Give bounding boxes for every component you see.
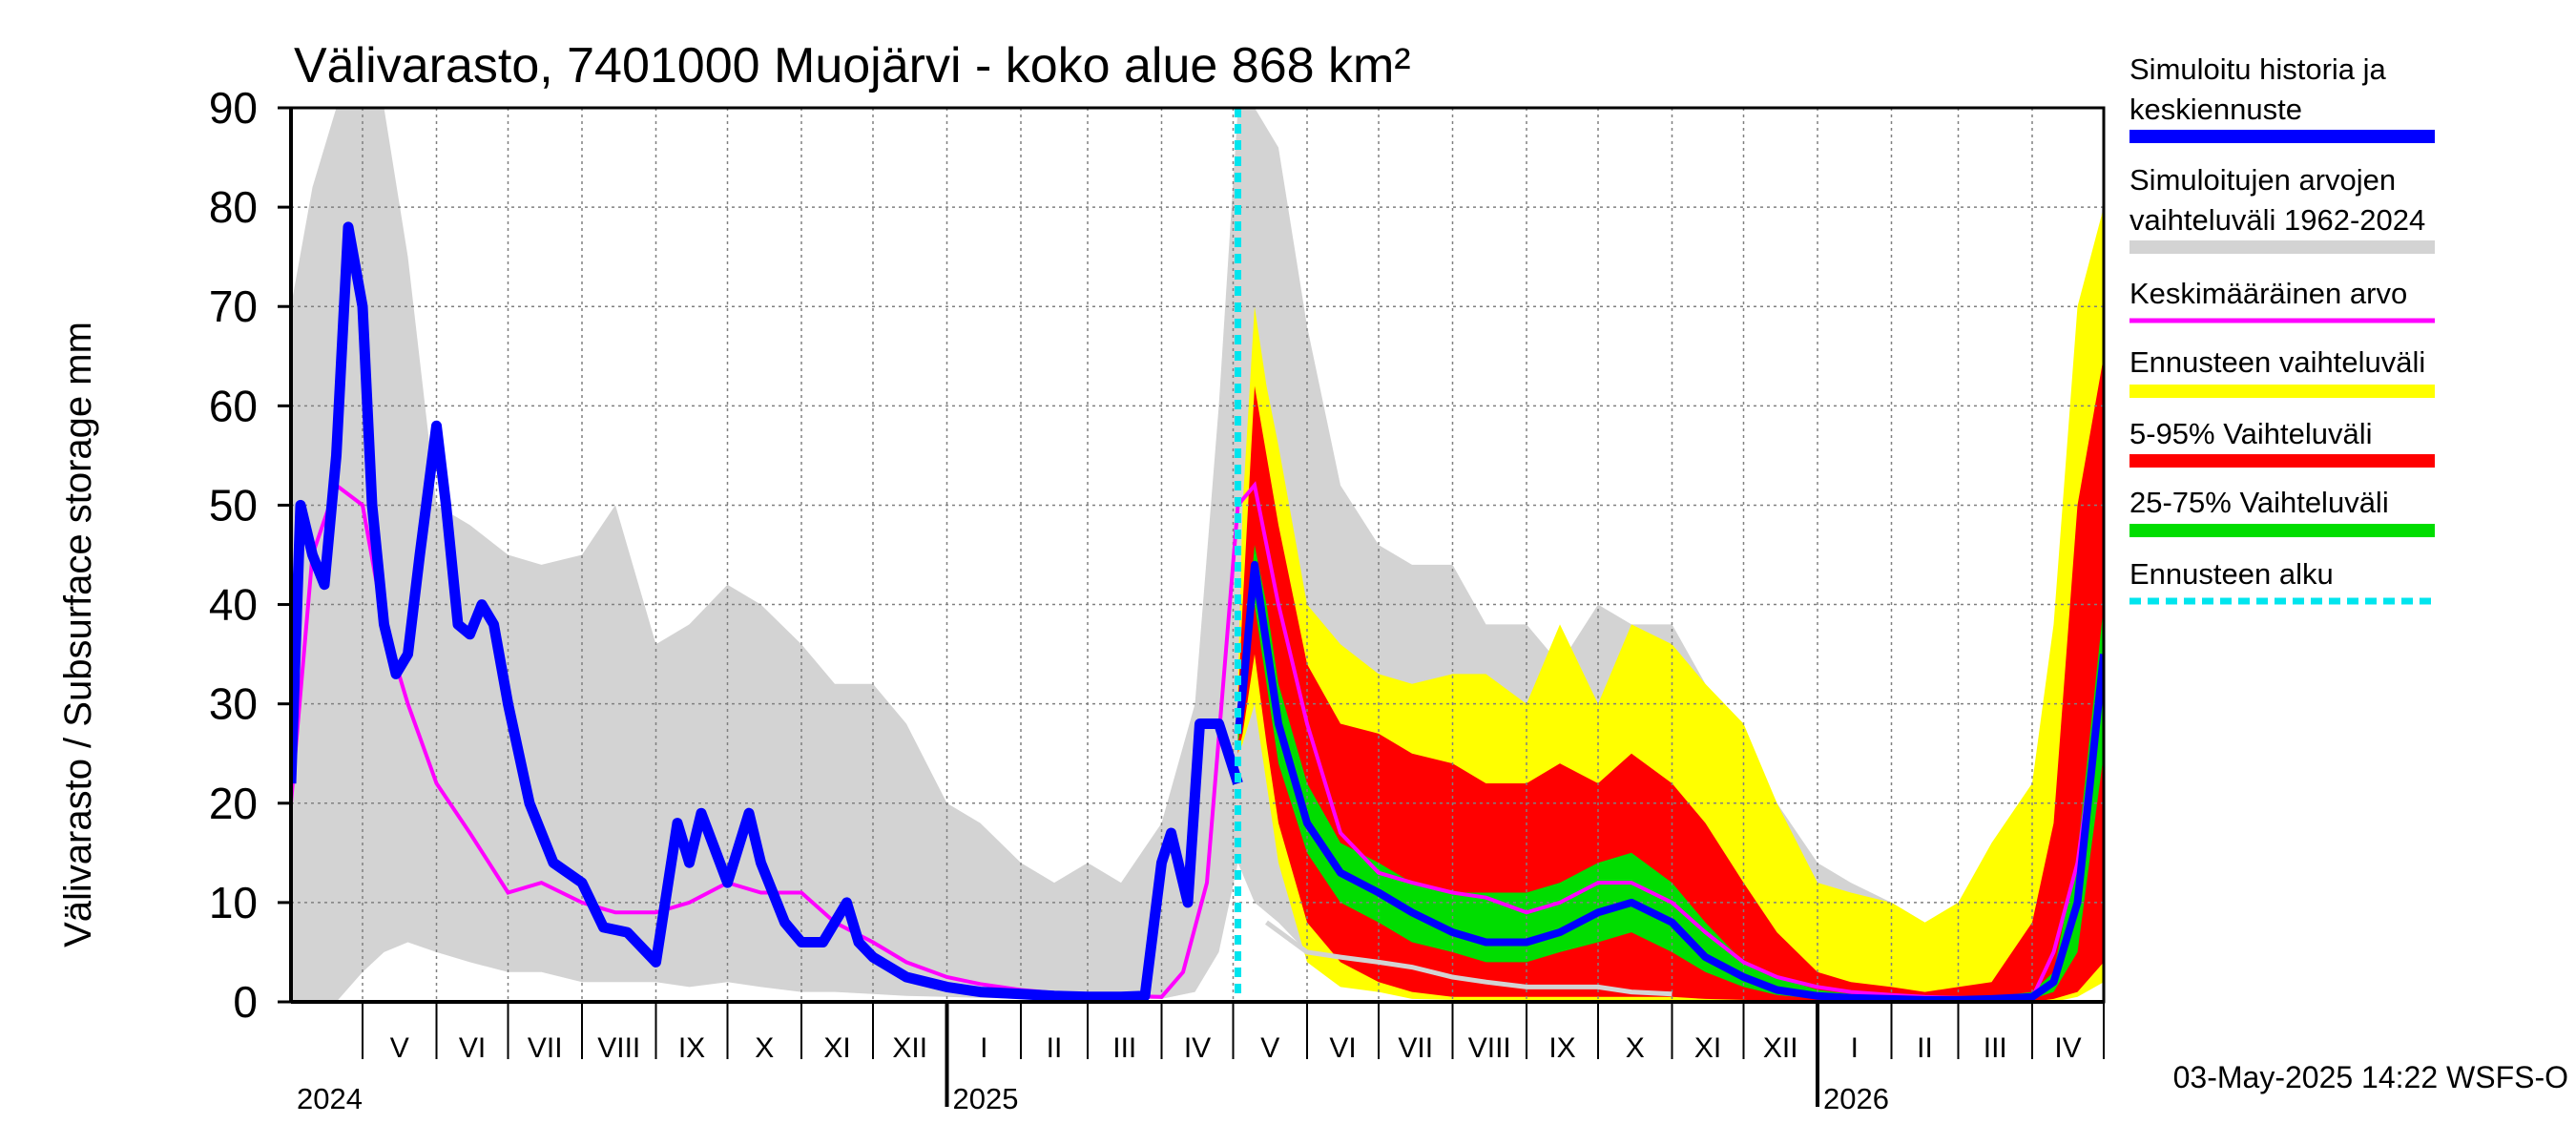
x-month-label: IX — [678, 1032, 705, 1064]
x-month-label: VII — [1398, 1032, 1433, 1064]
y-tick-label: 10 — [209, 878, 258, 927]
x-month-label: XII — [1763, 1032, 1798, 1064]
y-tick-label: 90 — [209, 83, 258, 133]
x-month-label: VI — [459, 1032, 486, 1064]
y-tick-label: 40 — [209, 580, 258, 630]
y-tick-label: 80 — [209, 182, 258, 232]
x-year-label: 2026 — [1823, 1082, 1889, 1115]
legend-label: 25-75% Vaihteluväli — [2129, 486, 2389, 519]
band-25-75 — [1237, 545, 2104, 1001]
chart-title: Välivarasto, 7401000 Muojärvi - koko alu… — [294, 38, 1411, 94]
x-month-label: VIII — [597, 1032, 640, 1064]
x-month-label: IX — [1548, 1032, 1575, 1064]
y-tick-label: 60 — [209, 381, 258, 430]
x-month-label: X — [755, 1032, 774, 1064]
legend-label: Simuloitujen arvojen — [2129, 163, 2396, 197]
x-month-label: II — [1047, 1032, 1063, 1064]
x-month-label: V — [390, 1032, 409, 1064]
legend-label: keskiennuste — [2129, 93, 2302, 126]
x-year-label: 2025 — [953, 1082, 1019, 1115]
x-month-label: X — [1626, 1032, 1645, 1064]
x-month-label: I — [980, 1032, 987, 1064]
x-month-label: XI — [823, 1032, 850, 1064]
y-tick-label: 30 — [209, 679, 258, 729]
x-month-label: III — [1112, 1032, 1136, 1064]
band-5-95 — [1237, 356, 2104, 1002]
legend-label: vaihteluväli 1962-2024 — [2129, 203, 2425, 237]
history-line — [291, 221, 1243, 1002]
y-tick-label: 50 — [209, 480, 258, 530]
series-group — [291, 108, 2104, 1002]
y-tick-label: 20 — [209, 779, 258, 828]
x-month-label: VI — [1329, 1032, 1356, 1064]
x-month-label: VII — [528, 1032, 563, 1064]
legend: Simuloitu historia ja keskiennuste Simuloi… — [2129, 52, 2435, 605]
x-month-label: III — [1984, 1032, 2007, 1064]
x-month-label: XII — [892, 1032, 927, 1064]
x-month-label: I — [1851, 1032, 1859, 1064]
x-month-label: II — [1917, 1032, 1933, 1064]
legend-label: Keskimääräinen arvo — [2129, 277, 2407, 310]
y-tick-label: 0 — [233, 977, 258, 1027]
x-month-label: XI — [1694, 1032, 1721, 1064]
mean-line — [291, 481, 2104, 1000]
footer-timestamp: 03-May-2025 14:22 WSFS-O — [2173, 1060, 2568, 1094]
plot-area — [291, 108, 2104, 1002]
legend-label: Ennusteen alku — [2129, 557, 2334, 591]
x-month-label: IV — [2054, 1032, 2081, 1064]
y-tick-label: 70 — [209, 281, 258, 331]
legend-label: Simuloitu historia ja — [2129, 52, 2387, 86]
forecast-median-line — [1234, 560, 2104, 1002]
legend-label: 5-95% Vaihteluväli — [2129, 417, 2372, 450]
y-axis-label: Välivarasto / Subsurface storage mm — [57, 322, 99, 947]
x-month-label: IV — [1184, 1032, 1211, 1064]
lower-extreme-line — [1265, 920, 1672, 997]
legend-label: Ennusteen vaihteluväli — [2129, 345, 2425, 379]
x-month-label: V — [1260, 1032, 1279, 1064]
x-year-label: 2024 — [297, 1082, 363, 1115]
x-month-label: VIII — [1468, 1032, 1511, 1064]
